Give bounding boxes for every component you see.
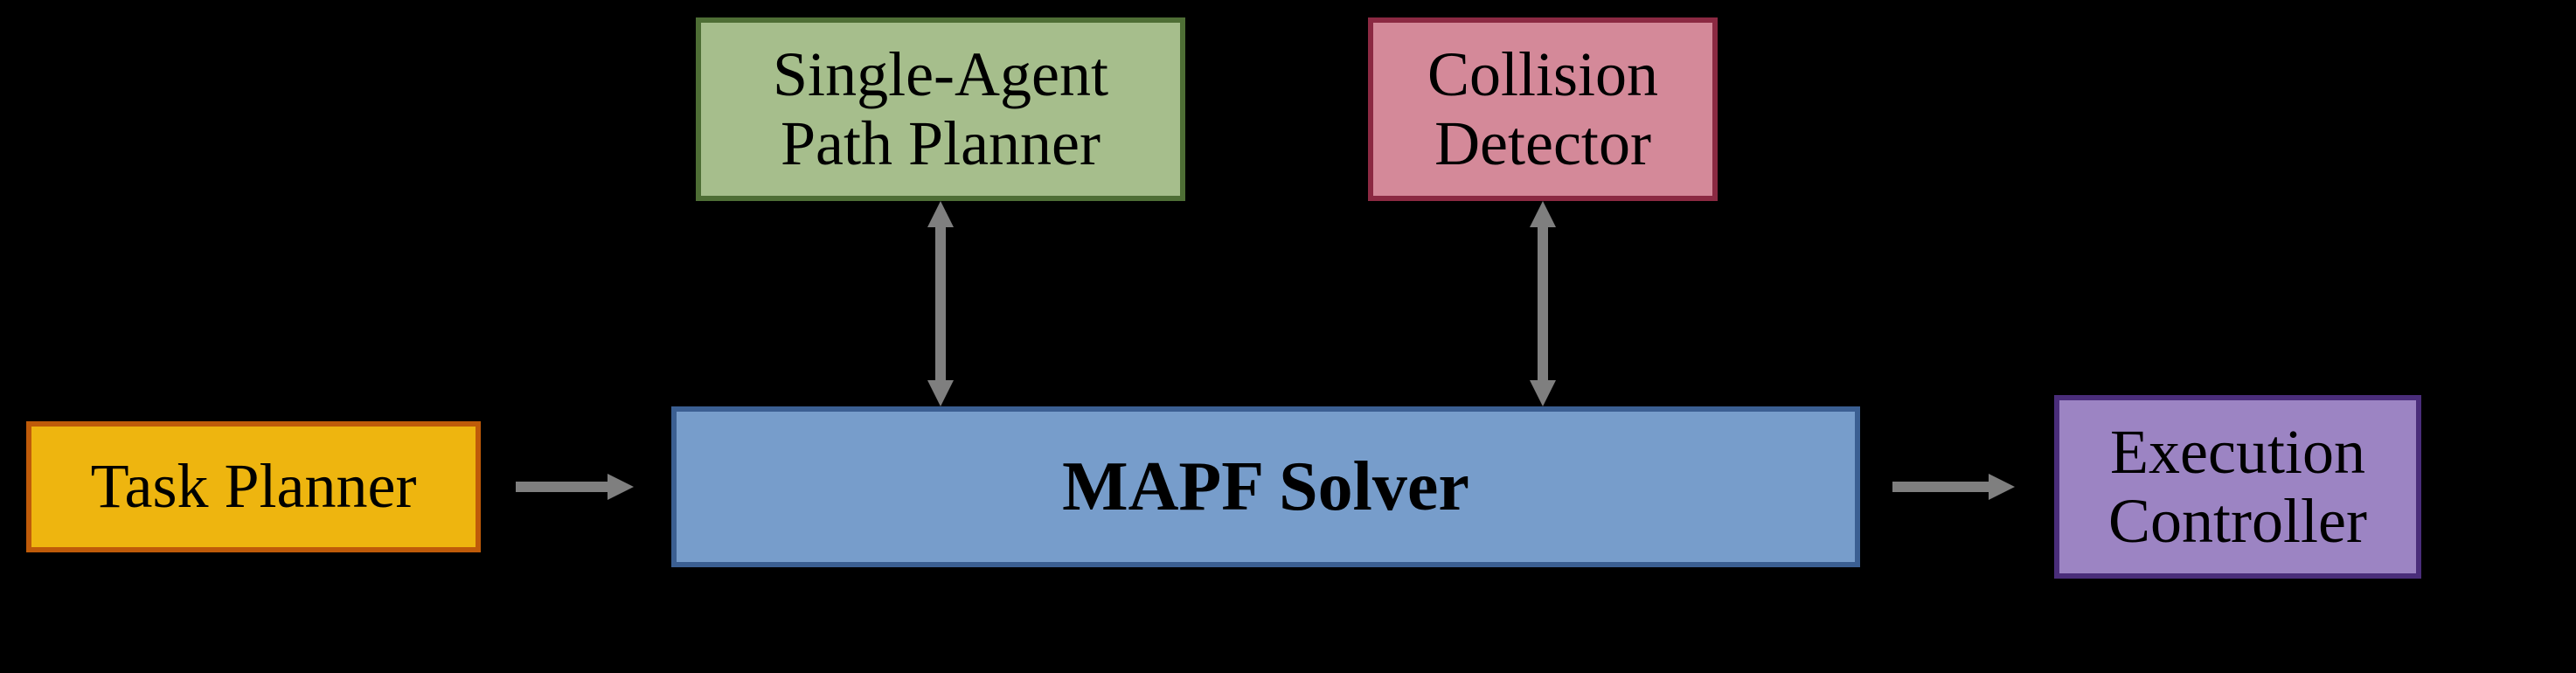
arrow-head-down [1530, 380, 1556, 406]
node-collision-detector: Collision Detector [1368, 17, 1718, 201]
node-task-planner: Task Planner [26, 421, 481, 552]
node-label-line2: Path Planner [781, 109, 1101, 178]
node-mapf-solver: MAPF Solver [671, 406, 1860, 567]
node-label-line1: Execution [2110, 418, 2365, 487]
arrow-head [608, 474, 634, 500]
arrow-collision-to-mapf [1530, 201, 1556, 406]
arrow-head [1989, 474, 2015, 500]
arrow-head-down [927, 380, 954, 406]
arrow-mapf-to-exec [1892, 474, 2015, 500]
node-label-line2: Controller [2108, 487, 2367, 556]
arrow-shaft [1538, 227, 1548, 380]
arrow-shaft [1892, 482, 1989, 492]
node-label-line1: Collision [1427, 40, 1658, 109]
arrow-head-up [1530, 201, 1556, 227]
flowchart-stage: { "diagram": { "type": "flowchart", "bac… [0, 0, 2576, 673]
node-label-line1: Single-Agent [773, 40, 1108, 109]
node-execution-controller: Execution Controller [2054, 395, 2421, 579]
arrow-shaft [516, 482, 608, 492]
node-single-agent-path-planner: Single-Agent Path Planner [696, 17, 1185, 201]
arrow-task-to-mapf [516, 474, 634, 500]
arrow-single-to-mapf [927, 201, 954, 406]
arrow-head-up [927, 201, 954, 227]
node-label: MAPF Solver [1062, 448, 1469, 525]
node-label-line2: Detector [1434, 109, 1651, 178]
node-label: Task Planner [91, 452, 417, 521]
arrow-shaft [935, 227, 946, 380]
